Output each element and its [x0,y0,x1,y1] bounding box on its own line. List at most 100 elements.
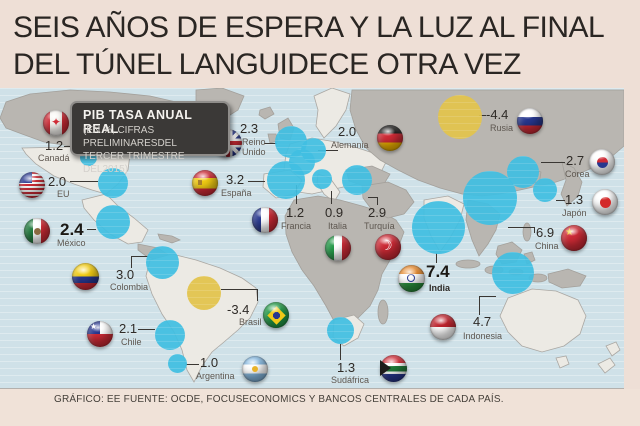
legend-subtitle-line2: TERCER TRIMESTRE DEL2015) [83,151,185,175]
connector-usa [70,181,98,182]
china-flag-icon [561,225,587,251]
legend-subtitle: (EN %, CIFRAS PRELIMINARESDEL TERCER TRI… [83,124,228,176]
legend-subtitle-line1: (EN %, CIFRAS PRELIMINARESDEL [83,125,177,149]
land-south-america [145,253,259,383]
label-france: Francia [281,221,312,231]
footer: GRÁFICO: EE FUENTE: OCDE, FOCUSECONOMICS… [0,389,640,426]
connector-turkey-h [368,197,378,198]
label-uk: Reino Unido [242,137,266,157]
value-india: 7.4 [426,262,450,281]
label-argentina: Argentina [196,371,235,381]
bubble-germany [301,138,326,163]
label-usa: EU [57,189,70,199]
connector-japan [556,200,565,201]
land-new-guinea [547,268,587,289]
headline-line2: DEL TÚNEL LANGUIDECE OTRA VEZ [13,48,521,81]
connector-russia [479,115,486,116]
bubble-colombia [146,246,179,279]
bubble-south-africa [327,317,354,344]
label-india: India [429,283,451,293]
legend-box: PIB TASA ANUAL REAL (EN %, CIFRAS PRELIM… [70,101,230,175]
value-japan: 1.3 [565,192,584,207]
connector-chile [138,329,155,330]
colombia-flag-icon [72,263,99,290]
label-indonesia: Indonesia [463,331,503,341]
bubble-uk [275,126,307,158]
bubble-indonesia [492,252,534,294]
headline: SEIS AÑOS DE ESPERA Y LA LUZ AL FINAL DE… [13,9,605,83]
value-turkey: 2.9 [368,205,387,220]
south-korea-flag-icon [589,149,615,175]
bubble-russia [438,95,482,139]
connector-turkey-v [377,197,378,205]
land-caribbean [157,233,181,244]
connector-colombia-h [131,256,148,257]
connector-uk [264,143,277,144]
connector-spain [248,181,265,182]
land-middle-east [361,181,415,219]
connector-south-korea [541,162,565,163]
value-china: 6.9 [536,225,555,240]
land-japan [560,161,583,207]
connector-china-h [508,227,535,228]
germany-flag-icon [377,125,403,151]
land-new-zealand-north [605,341,621,357]
connector-mexico [87,229,96,230]
land-madagascar [377,299,389,325]
value-south-korea: 2.7 [566,153,585,168]
value-colombia: 3.0 [116,267,135,282]
label-china: China [535,241,559,251]
south-africa-flag-icon [380,355,407,382]
bubble-brazil [187,276,221,310]
connector-indonesia-h [479,296,496,297]
land-australia [499,288,587,353]
legend-title: PIB TASA ANUAL REAL [83,108,193,136]
bubble-chile [155,320,185,350]
brazil-flag-icon [263,302,289,328]
italy-flag-icon [325,235,351,261]
russia-flag-icon [517,108,543,134]
headline-line1: SEIS AÑOS DE ESPERA Y LA LUZ AL FINAL [13,11,605,44]
chile-flag-icon [87,321,113,347]
indonesia-flag-icon [430,314,456,340]
connector-brazil-v [257,289,258,301]
footer-credit: GRÁFICO: EE FUENTE: OCDE, FOCUSECONOMICS… [54,394,504,405]
bubble-japan [533,178,557,202]
connector-china-v [534,227,535,233]
connector-brazil-h [221,289,258,290]
value-russia: -4.4 [486,107,509,122]
label-brazil: Brasil [239,317,262,327]
label-russia: Rusia [490,123,514,133]
bubble-turkey [342,165,372,195]
connector-colombia-v [131,256,132,268]
value-mexico: 2.4 [60,220,84,239]
label-turkey: Turquía [364,221,395,231]
value-canada: 1.2 [45,138,64,153]
argentina-flag-icon [242,356,268,382]
label-south-korea: Corea [565,169,590,179]
france-flag-icon [252,207,278,233]
label-colombia: Colombia [110,282,149,292]
value-germany: 2.0 [338,124,357,139]
connector-argentina [186,364,199,365]
value-uk: 2.3 [240,121,259,136]
connector-india [436,253,437,263]
india-flag-icon [398,265,425,292]
label-italy: Italia [328,221,348,231]
land-philippines [522,222,532,242]
usa-flag-icon [19,172,45,198]
value-brazil: -3.4 [227,302,250,317]
bubble-china [463,171,517,225]
value-usa: 2.0 [48,174,67,189]
connector-germany [318,150,338,151]
value-spain: 3.2 [226,172,245,187]
connector-south-africa [340,344,341,360]
japan-flag-icon [592,189,618,215]
label-germany: Alemania [331,140,369,150]
label-chile: Chile [121,337,142,347]
bubble-italy [312,169,332,189]
bubble-india [412,201,465,254]
connector-italy [331,191,332,204]
connector-indonesia-v [479,297,480,315]
